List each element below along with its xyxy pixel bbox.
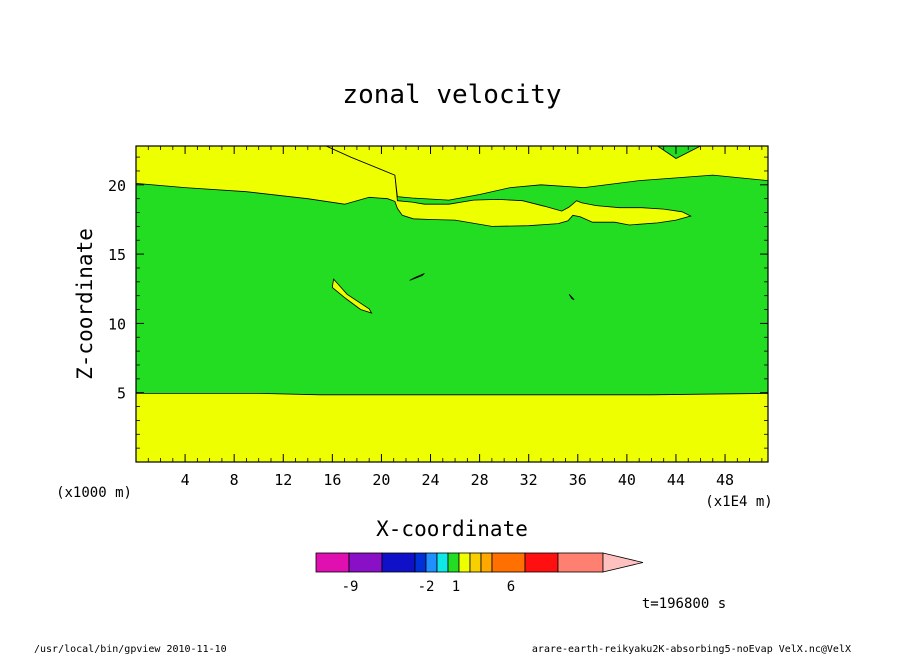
x-tick-label: 20: [372, 471, 390, 489]
y-tick-label: 5: [117, 385, 126, 403]
x-tick-label: 8: [230, 471, 239, 489]
footer-left: /usr/local/bin/gpview 2010-11-10: [34, 644, 227, 654]
chart-title: zonal velocity: [342, 80, 561, 110]
colorbar-tick-label: -9: [342, 579, 359, 595]
x-axis-label: X-coordinate: [376, 517, 528, 541]
contour-regions: [135, 145, 769, 463]
colorbar-tick-label: 6: [507, 579, 515, 595]
contour-region-blob-4: [331, 278, 373, 314]
contour-region-blob-5: [409, 273, 425, 281]
contour-region-upper-right-band-3: [326, 145, 769, 201]
x-tick-label: 12: [274, 471, 292, 489]
x-tick-label: 44: [667, 471, 685, 489]
x-tick-label: 36: [569, 471, 587, 489]
colorbar-tick-label: -2: [418, 579, 435, 595]
x-tick-label: 4: [181, 471, 190, 489]
time-label: t=196800 s: [642, 596, 726, 612]
x-tick-label: 24: [421, 471, 439, 489]
colorbar-segment: [469, 552, 482, 573]
colorbar-arrow: [602, 552, 644, 573]
y-unit-label: (x1000 m): [56, 485, 132, 501]
colorbar-segment: [425, 552, 438, 573]
colorbar-segment: [524, 552, 559, 573]
colorbar-segment: [381, 552, 416, 573]
contour-region-upper-band-2: [135, 145, 692, 227]
x-tick-label: 28: [471, 471, 489, 489]
colorbar-segment: [557, 552, 604, 573]
y-axis-label: Z-coordinate: [73, 228, 97, 380]
colorbar-segment: [348, 552, 383, 573]
contour-region-bottom-band-1: [135, 392, 769, 463]
x-tick-label: 16: [323, 471, 341, 489]
x-tick-label: 40: [618, 471, 636, 489]
x-tick-label: 48: [716, 471, 734, 489]
y-tick-label: 10: [108, 315, 126, 333]
y-tick-label: 20: [108, 177, 126, 195]
colorbar-segment: [458, 552, 471, 573]
plot-frame: [135, 145, 769, 463]
y-tick-label: 15: [108, 246, 126, 264]
footer-right: arare-earth-reikyaku2K-absorbing5-noEvap…: [532, 644, 851, 654]
colorbar-segment: [480, 552, 493, 573]
colorbar: [315, 552, 644, 573]
colorbar-segment: [447, 552, 460, 573]
x-tick-label: 32: [520, 471, 538, 489]
colorbar-segment: [436, 552, 449, 573]
colorbar-segment: [315, 552, 350, 573]
contour-region-blob-6: [568, 294, 575, 301]
colorbar-segment: [414, 552, 427, 573]
colorbar-tick-labels: -9 -2 1 6: [342, 579, 516, 595]
x-unit-label: (x1E4 m): [705, 494, 772, 510]
colorbar-tick-label: 1: [452, 579, 460, 595]
colorbar-segment: [491, 552, 526, 573]
